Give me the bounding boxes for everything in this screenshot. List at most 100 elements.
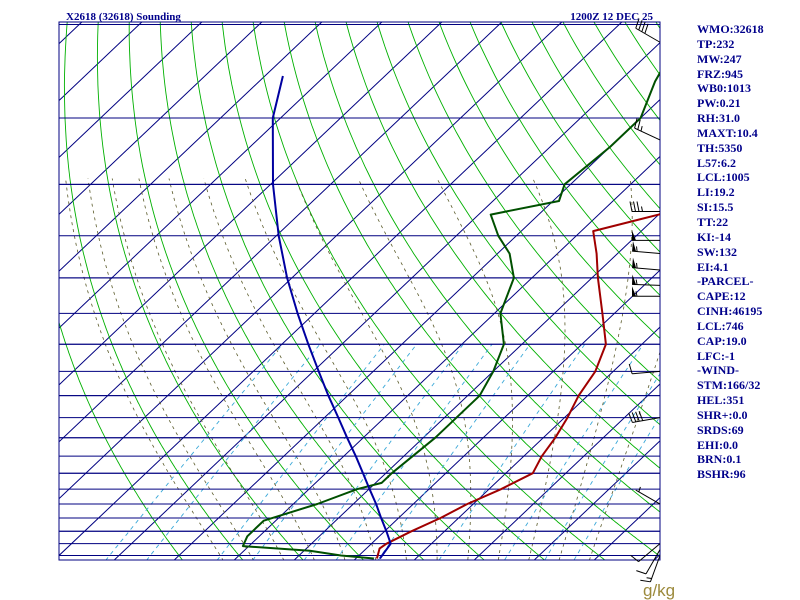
chart-title: X2618 (32618) Sounding <box>66 11 181 23</box>
barb-staff <box>632 417 661 423</box>
index-item: -WIND- <box>697 363 739 378</box>
mixing-ratio-line <box>335 343 493 560</box>
index-item: BRN:0.1 <box>697 452 742 467</box>
barb-staff <box>649 555 661 582</box>
index-item: WMO:32618 <box>697 22 764 36</box>
barb-half-flag <box>636 262 638 269</box>
mixing-ratio-line <box>573 415 660 560</box>
barb-staff <box>635 27 661 43</box>
isotherm <box>59 22 263 215</box>
wind-barb-7 <box>631 274 661 286</box>
index-item: EI:4.1 <box>697 259 729 274</box>
index-item: CAP:19.0 <box>697 333 747 348</box>
barb-flag <box>628 363 633 374</box>
mixing-ratio-unit: g/kg <box>643 581 675 600</box>
barb-half-flag <box>641 206 643 212</box>
moist-adiabat <box>436 178 513 560</box>
isotherm <box>473 383 660 560</box>
isotherm <box>59 22 83 45</box>
moist-adiabat <box>203 178 377 560</box>
dry-adiabat <box>438 22 660 340</box>
index-item: MAXT:10.4 <box>697 125 758 140</box>
wind-barb-8 <box>632 257 661 271</box>
index-item: TT:22 <box>697 214 729 229</box>
index-item: L57:6.2 <box>697 155 736 170</box>
moist-adiabat <box>244 178 407 560</box>
barb-flag <box>631 412 637 423</box>
wind-barb-10 <box>632 230 660 241</box>
index-item: RH:31.0 <box>697 111 740 126</box>
index-item: CINH:46195 <box>697 304 763 319</box>
isotherm <box>59 22 203 159</box>
mixing-ratio-line <box>303 343 464 560</box>
barb-flag <box>637 119 641 130</box>
wind-barb-9 <box>632 241 661 255</box>
moist-adiabat <box>65 178 224 560</box>
barb-flag <box>634 118 638 129</box>
barb-flag <box>633 201 636 212</box>
wind-barb-12 <box>634 118 661 141</box>
barb-flag <box>629 201 633 212</box>
barb-staff <box>632 250 661 255</box>
index-item: LI:19.2 <box>697 185 735 200</box>
dry-adiabat <box>500 22 660 253</box>
moist-adiabat <box>558 178 633 560</box>
index-item: PW:0.21 <box>697 96 741 111</box>
isotherm <box>59 22 563 500</box>
barb-flag <box>635 411 640 422</box>
index-item: HEL:351 <box>697 393 745 408</box>
isotherm <box>113 42 660 560</box>
wind-barb-13 <box>635 18 661 43</box>
dry-adiabat <box>469 22 660 296</box>
barb-flag <box>640 579 651 583</box>
barb-staff <box>632 370 661 375</box>
wind-barb-6 <box>632 286 660 297</box>
barb-staff <box>645 549 661 575</box>
mixing-ratio-line <box>105 343 283 560</box>
index-item: LCL:746 <box>697 318 744 333</box>
barb-half-flag <box>640 126 643 132</box>
wind-barb-4 <box>628 410 661 423</box>
dry-adiabat <box>128 22 365 560</box>
isotherm <box>59 22 623 557</box>
wind-barbs <box>628 18 661 583</box>
dry-adiabat <box>407 22 660 383</box>
index-item: TP:232 <box>697 36 735 51</box>
index-item: BSHR:96 <box>697 467 746 482</box>
barb-half-flag <box>646 577 652 580</box>
barb-flag <box>635 18 640 29</box>
isotherm <box>59 22 503 443</box>
index-item: WB0:1013 <box>697 81 751 96</box>
mixing-ratio-line <box>146 343 321 560</box>
barb-flag <box>638 20 643 31</box>
chart-time: 1200Z 12 DEC 25 <box>570 11 653 23</box>
mixing-ratio-line <box>544 373 660 560</box>
wind-barb-2 <box>630 543 661 563</box>
index-item: STM:166/32 <box>697 378 761 393</box>
barb-flag <box>638 410 644 421</box>
mixing-ratio-line <box>216 343 385 560</box>
index-item: LCL:1005 <box>697 170 750 185</box>
barb-staff <box>631 283 661 286</box>
dry-adiabat <box>345 22 660 469</box>
mixing-ratio-line <box>438 343 586 560</box>
series-line-0 <box>375 213 660 559</box>
index-item: -PARCEL- <box>697 274 754 289</box>
barb-pennant <box>632 257 637 268</box>
moist-adiabat <box>357 178 472 560</box>
index-item: FRZ:945 <box>697 66 743 81</box>
index-item: KI:-14 <box>697 229 731 244</box>
moist-adiabat <box>295 178 438 560</box>
isotherm <box>59 22 383 329</box>
moist-adiabat <box>589 350 660 560</box>
barb-half-flag <box>635 279 638 285</box>
index-item: SHR+:0.0 <box>697 407 748 422</box>
dry-adiabat <box>376 22 660 426</box>
wind-barb-5 <box>628 363 661 375</box>
profile-series <box>241 70 660 560</box>
dry-adiabat <box>59 320 183 560</box>
index-item: TH:5350 <box>697 140 743 155</box>
dry-adiabat <box>96 22 304 560</box>
barb-pennant <box>632 230 636 241</box>
